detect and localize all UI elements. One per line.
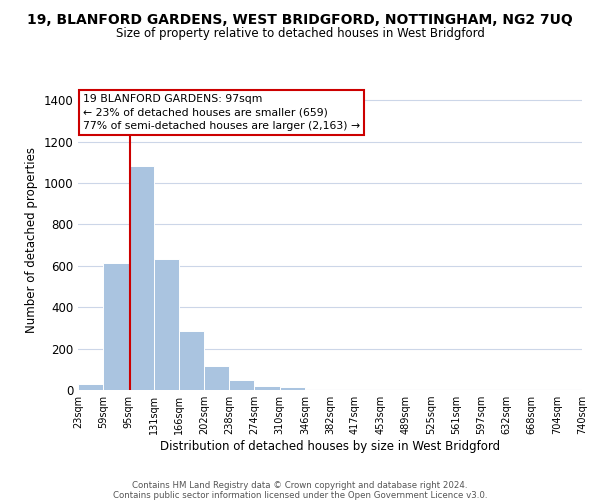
Bar [254,386,280,390]
Bar [103,263,128,390]
Y-axis label: Number of detached properties: Number of detached properties [25,147,38,333]
Bar [78,384,103,390]
Bar [280,387,305,390]
Text: 19 BLANFORD GARDENS: 97sqm
← 23% of detached houses are smaller (659)
77% of sem: 19 BLANFORD GARDENS: 97sqm ← 23% of deta… [83,94,360,131]
Bar [229,380,254,390]
Bar [179,331,204,390]
Text: Contains HM Land Registry data © Crown copyright and database right 2024.: Contains HM Land Registry data © Crown c… [132,481,468,490]
Text: Contains public sector information licensed under the Open Government Licence v3: Contains public sector information licen… [113,491,487,500]
Bar [128,166,154,390]
Bar [204,366,229,390]
Text: 19, BLANFORD GARDENS, WEST BRIDGFORD, NOTTINGHAM, NG2 7UQ: 19, BLANFORD GARDENS, WEST BRIDGFORD, NO… [27,12,573,26]
Bar [154,258,179,390]
X-axis label: Distribution of detached houses by size in West Bridgford: Distribution of detached houses by size … [160,440,500,453]
Text: Size of property relative to detached houses in West Bridgford: Size of property relative to detached ho… [116,28,484,40]
